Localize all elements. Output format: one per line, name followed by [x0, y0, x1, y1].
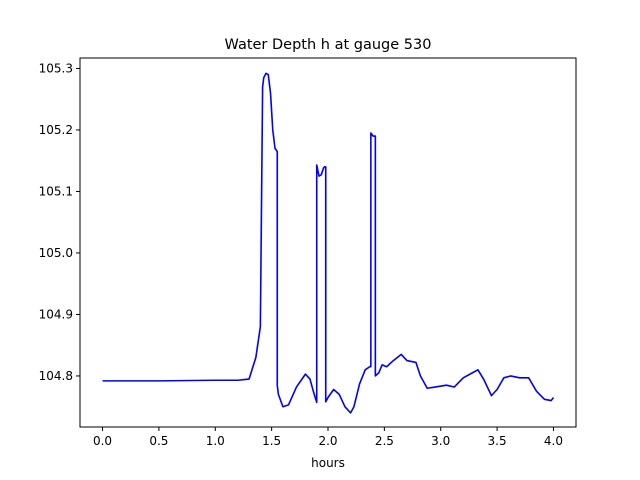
- chart-title: Water Depth h at gauge 530: [225, 37, 432, 53]
- y-tick-label: 105.1: [39, 184, 73, 198]
- x-tick-label: 1.5: [262, 434, 281, 448]
- x-axis-label: hours: [311, 456, 345, 470]
- plot-background: [80, 58, 576, 427]
- y-tick-label: 105.3: [39, 61, 73, 75]
- series-line-0: [102, 72, 555, 414]
- y-axis: 104.8 104.9 105.0 105.1 105.2 105.3: [39, 61, 80, 383]
- x-tick-label: 3.5: [488, 434, 507, 448]
- plot-area: [79, 57, 577, 428]
- x-tick-label: 2.0: [318, 434, 337, 448]
- x-tick-label: 0.0: [93, 434, 112, 448]
- x-tick-label: 4.0: [544, 434, 563, 448]
- x-tick-label: 0.5: [149, 434, 168, 448]
- x-axis: 0.0 0.5 1.0 1.5 2.0 2.5 3.0 3.5 4.0: [93, 427, 563, 448]
- y-tick-label: 104.8: [39, 369, 73, 383]
- y-tick-label: 104.9: [39, 307, 73, 321]
- x-tick-label: 1.0: [206, 434, 225, 448]
- y-tick-label: 105.0: [39, 246, 73, 260]
- y-tick-label: 105.2: [39, 123, 73, 137]
- x-tick-label: 2.5: [375, 434, 394, 448]
- series-layer: [102, 72, 555, 414]
- x-tick-label: 3.0: [431, 434, 450, 448]
